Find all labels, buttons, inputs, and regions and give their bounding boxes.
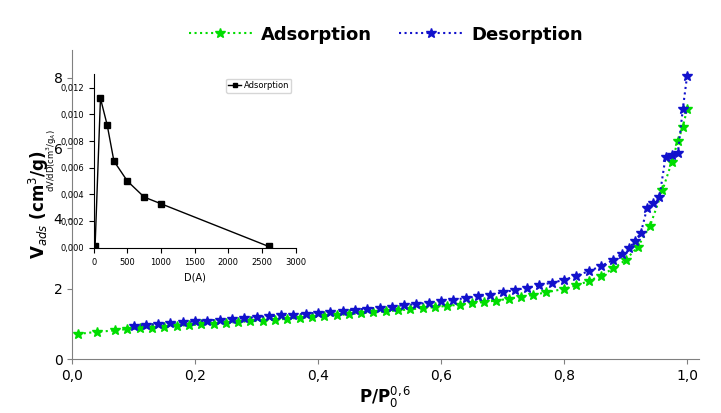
Y-axis label: dV/dD(cm$^3$/g$_A$): dV/dD(cm$^3$/g$_A$): [45, 130, 59, 192]
Desorption: [461, 296, 470, 301]
Line: Adsorption: Adsorption: [74, 104, 692, 339]
Adsorption: [492, 298, 501, 303]
Adsorption: [683, 107, 691, 112]
Adsorption: [678, 125, 687, 130]
X-axis label: D(A): D(A): [184, 272, 205, 282]
Desorption: [179, 320, 187, 325]
Adsorption: [221, 320, 230, 325]
X-axis label: P/P$_0^{0,6}$: P/P$_0^{0,6}$: [360, 385, 412, 410]
Desorption: [683, 74, 691, 78]
Desorption: [375, 305, 384, 310]
Adsorption: [529, 292, 538, 297]
Legend: Adsorption: Adsorption: [226, 78, 291, 93]
Legend: Adsorption, Desorption: Adsorption, Desorption: [182, 18, 590, 51]
Desorption: [661, 154, 670, 159]
Desorption: [350, 307, 359, 312]
Desorption: [535, 283, 544, 288]
Adsorption: [283, 316, 292, 321]
Line: Desorption: Desorption: [129, 71, 692, 331]
Adsorption: [270, 317, 279, 322]
Desorption: [129, 323, 138, 328]
Adsorption: [74, 332, 83, 337]
Y-axis label: V$_{ads}$ (cm$^3$/g): V$_{ads}$ (cm$^3$/g): [27, 150, 50, 259]
